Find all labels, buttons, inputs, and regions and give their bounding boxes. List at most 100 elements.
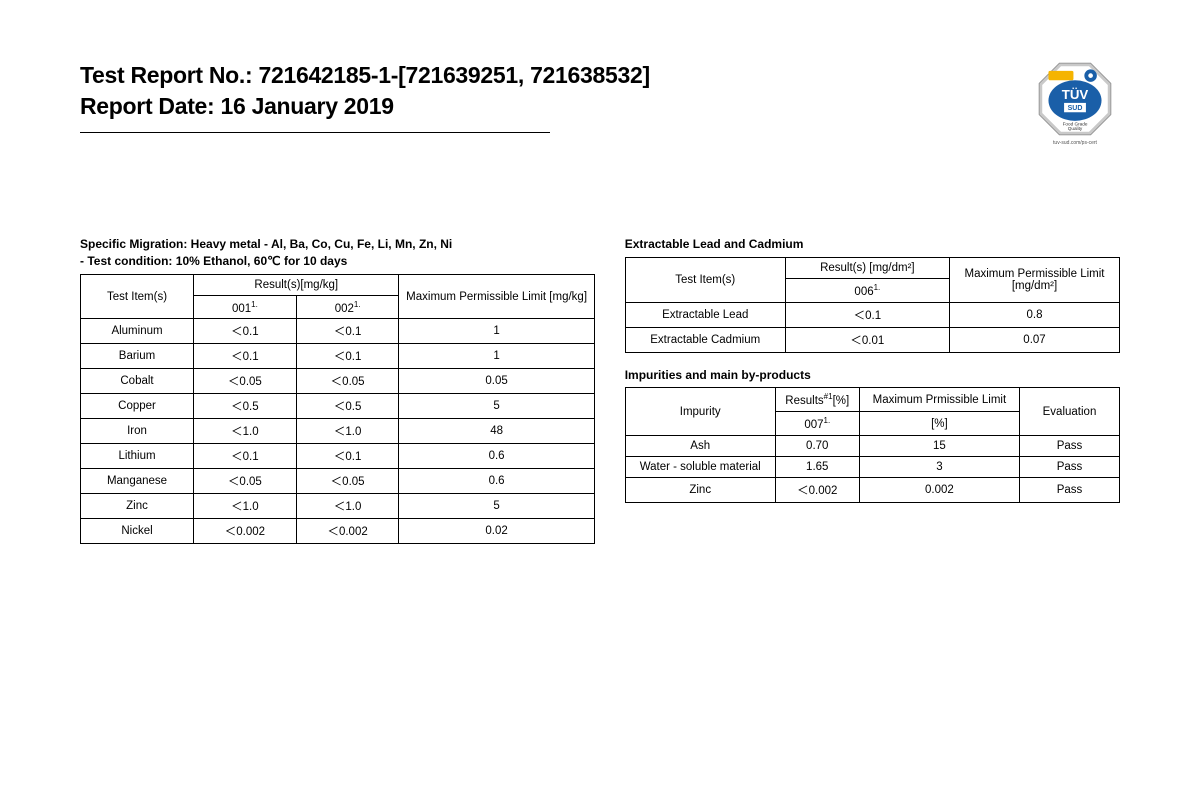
cell-limit: 5 (399, 394, 594, 419)
header: Test Report No.: 721642185-1-[721639251,… (80, 60, 1120, 146)
cell-001: ＜0.05 (194, 369, 297, 394)
table-row: Lithium＜0.1＜0.10.6 (81, 444, 595, 469)
svg-text:SUD: SUD (1068, 105, 1083, 112)
col-limit-line2: [%] (859, 412, 1019, 436)
impurities-title: Impurities and main by-products (625, 367, 1120, 384)
table-row: Zinc＜0.0020.002Pass (625, 478, 1119, 503)
cell-eval: Pass (1020, 457, 1120, 478)
cell-001: ＜0.05 (194, 469, 297, 494)
table-row: Cobalt＜0.05＜0.050.05 (81, 369, 595, 394)
lead-cadmium-table: Test Item(s) Result(s) [mg/dm²] Maximum … (625, 257, 1120, 353)
cell-impurity: Water - soluble material (625, 457, 775, 478)
report-number: Test Report No.: 721642185-1-[721639251,… (80, 60, 1030, 91)
content-columns: Specific Migration: Heavy metal - Al, Ba… (80, 236, 1120, 544)
table-row: Extractable Lead＜0.10.8 (625, 302, 1119, 327)
col-006: 0061. (785, 278, 949, 302)
cell-item: Cobalt (81, 369, 194, 394)
cell-limit: 0.05 (399, 369, 594, 394)
col-001: 0011. (194, 295, 297, 319)
cell-item: Manganese (81, 469, 194, 494)
cell-002: ＜0.5 (296, 394, 399, 419)
cell-impurity: Ash (625, 436, 775, 457)
cell-001: ＜0.5 (194, 394, 297, 419)
table-row: Extractable Cadmium＜0.010.07 (625, 327, 1119, 352)
cell-item: Aluminum (81, 319, 194, 344)
cell-007: ＜0.002 (775, 478, 859, 503)
cell-006: ＜0.01 (785, 327, 949, 352)
cell-002: ＜0.002 (296, 519, 399, 544)
cell-limit: 0.8 (950, 302, 1120, 327)
lead-cadmium-title: Extractable Lead and Cadmium (625, 236, 1120, 253)
table-header-row: Impurity Results#1[%] Maximum Prmissible… (625, 388, 1119, 412)
cell-001: ＜1.0 (194, 494, 297, 519)
cell-001: ＜0.1 (194, 444, 297, 469)
cell-007: 1.65 (775, 457, 859, 478)
right-column: Extractable Lead and Cadmium Test Item(s… (625, 236, 1120, 503)
report-date: Report Date: 16 January 2019 (80, 91, 1030, 122)
col-results-group: Result(s)[mg/kg] (194, 274, 399, 295)
cell-limit: 3 (859, 457, 1019, 478)
cell-item: Copper (81, 394, 194, 419)
svg-text:TÜV: TÜV (1062, 87, 1089, 102)
cell-limit: 0.6 (399, 444, 594, 469)
table-row: Iron＜1.0＜1.048 (81, 419, 595, 444)
title-block: Test Report No.: 721642185-1-[721639251,… (80, 60, 1030, 133)
cell-limit: 5 (399, 494, 594, 519)
cell-002: ＜0.05 (296, 369, 399, 394)
impurities-table: Impurity Results#1[%] Maximum Prmissible… (625, 387, 1120, 503)
cell-002: ＜0.1 (296, 344, 399, 369)
cell-001: ＜0.1 (194, 319, 297, 344)
tuv-logo-icon: TÜV SUD Food Grade Quality (1036, 60, 1114, 138)
logo-url: tuv-sud.com/ps-cert (1030, 140, 1120, 146)
cell-001: ＜1.0 (194, 419, 297, 444)
cell-limit: 1 (399, 344, 594, 369)
cell-eval: Pass (1020, 436, 1120, 457)
cell-002: ＜0.05 (296, 469, 399, 494)
table-row: Water - soluble material1.653Pass (625, 457, 1119, 478)
cell-002: ＜1.0 (296, 494, 399, 519)
cell-item: Zinc (81, 494, 194, 519)
cell-002: ＜0.1 (296, 319, 399, 344)
cell-limit: 48 (399, 419, 594, 444)
cell-item: Iron (81, 419, 194, 444)
table-row: Barium＜0.1＜0.11 (81, 344, 595, 369)
tuv-logo: TÜV SUD Food Grade Quality tuv-sud.com/p… (1030, 60, 1120, 146)
table-header-row: Test Item(s) Result(s) [mg/dm²] Maximum … (625, 257, 1119, 278)
col-results-group: Result(s) [mg/dm²] (785, 257, 949, 278)
left-title-line2: - Test condition: 10% Ethanol, 60℃ for 1… (80, 254, 347, 268)
table-row: Manganese＜0.05＜0.050.6 (81, 469, 595, 494)
left-title-line1: Specific Migration: Heavy metal - Al, Ba… (80, 237, 452, 251)
col-limit-line1: Maximum Prmissible Limit (859, 388, 1019, 412)
cell-001: ＜0.002 (194, 519, 297, 544)
cell-item: Extractable Lead (625, 302, 785, 327)
table-header-row: Test Item(s) Result(s)[mg/kg] Maximum Pe… (81, 274, 595, 295)
cell-002: ＜0.1 (296, 444, 399, 469)
left-section-title: Specific Migration: Heavy metal - Al, Ba… (80, 236, 595, 270)
cell-limit: 0.002 (859, 478, 1019, 503)
table-row: Copper＜0.5＜0.55 (81, 394, 595, 419)
cell-002: ＜1.0 (296, 419, 399, 444)
col-007: 0071. (775, 412, 859, 436)
col-test-items: Test Item(s) (81, 274, 194, 319)
table-row: Nickel＜0.002＜0.0020.02 (81, 519, 595, 544)
cell-limit: 0.07 (950, 327, 1120, 352)
cell-item: Barium (81, 344, 194, 369)
cell-006: ＜0.1 (785, 302, 949, 327)
col-evaluation: Evaluation (1020, 388, 1120, 436)
col-results-group: Results#1[%] (775, 388, 859, 412)
cell-limit: 15 (859, 436, 1019, 457)
col-test-items: Test Item(s) (625, 257, 785, 302)
cell-limit: 1 (399, 319, 594, 344)
cell-eval: Pass (1020, 478, 1120, 503)
svg-text:Quality: Quality (1068, 126, 1083, 131)
col-002: 0021. (296, 295, 399, 319)
left-column: Specific Migration: Heavy metal - Al, Ba… (80, 236, 595, 544)
cell-limit: 0.6 (399, 469, 594, 494)
cell-limit: 0.02 (399, 519, 594, 544)
cell-item: Nickel (81, 519, 194, 544)
table-row: Ash0.7015Pass (625, 436, 1119, 457)
table-row: Aluminum＜0.1＜0.11 (81, 319, 595, 344)
col-limit: Maximum Permissible Limit [mg/kg] (399, 274, 594, 319)
title-divider (80, 132, 550, 133)
cell-001: ＜0.1 (194, 344, 297, 369)
